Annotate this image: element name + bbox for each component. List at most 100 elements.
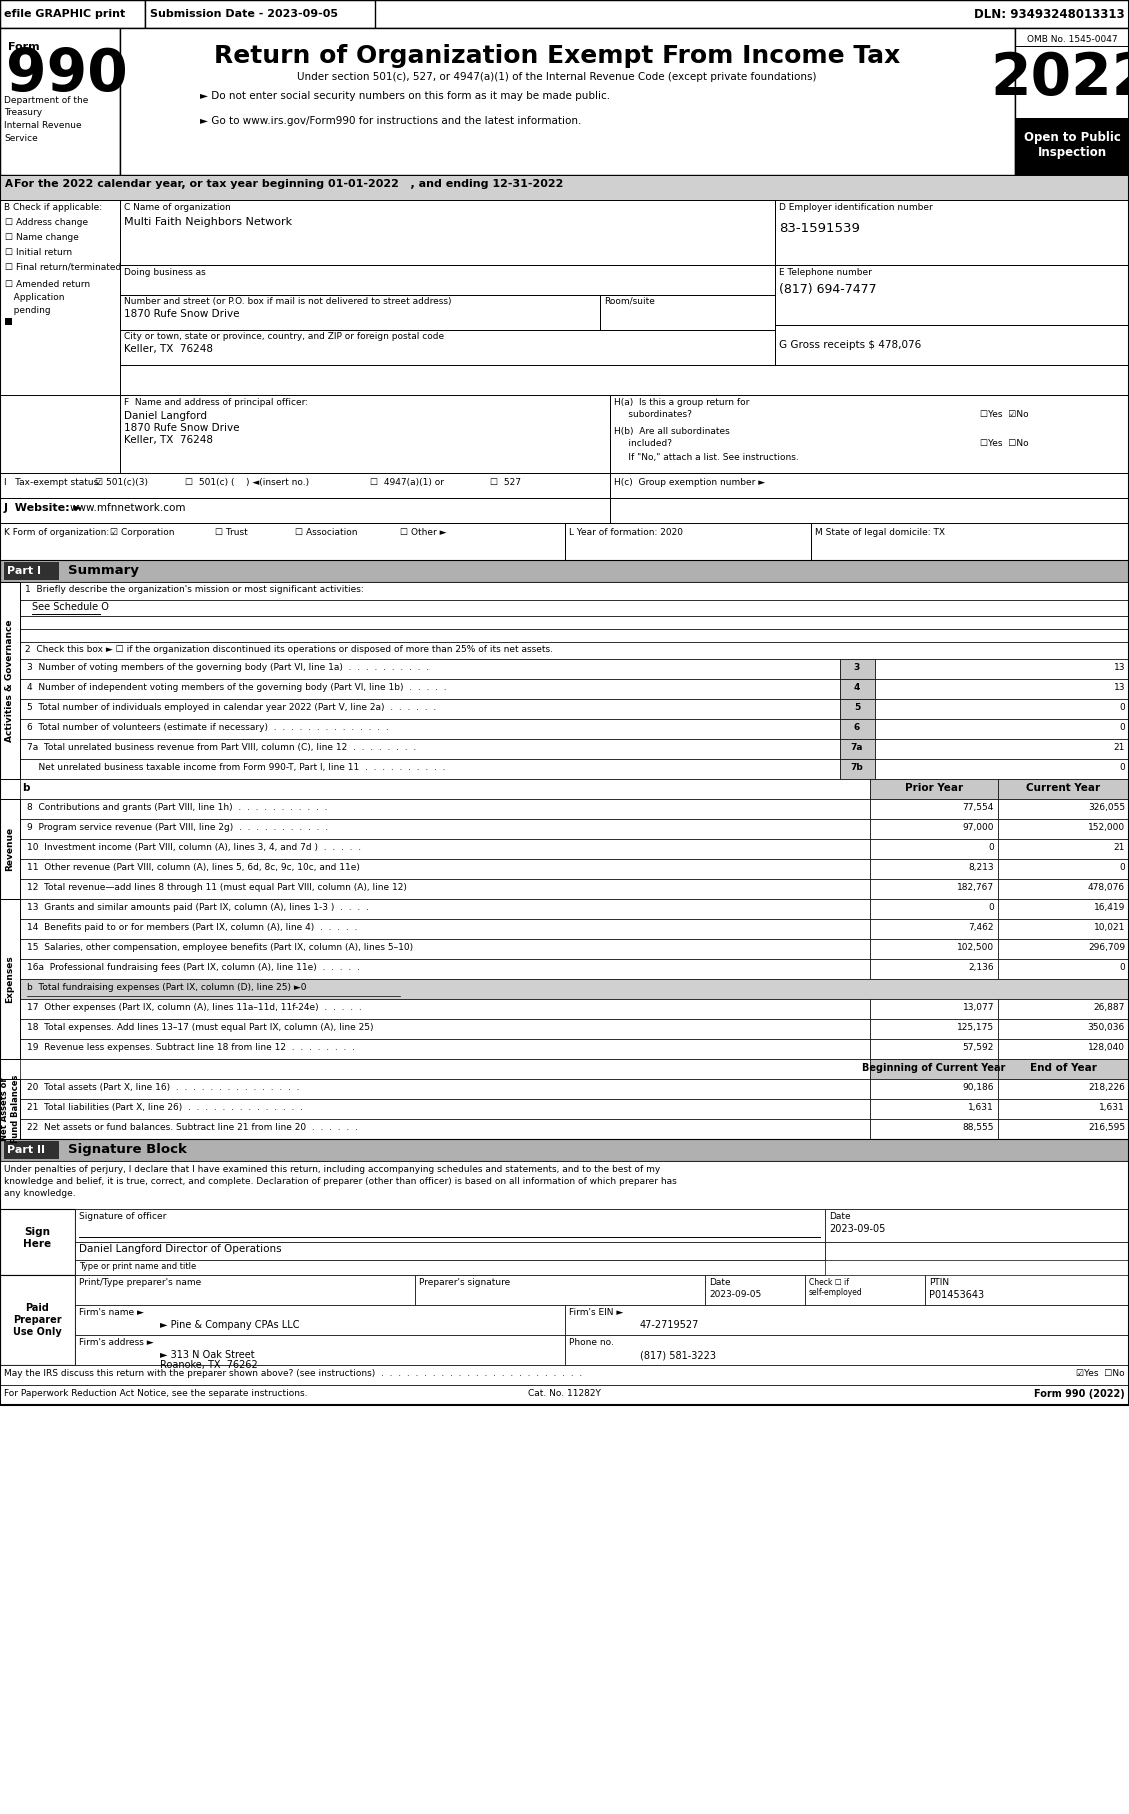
Bar (120, 27, 1015, 174)
Text: Keller, TX  76248: Keller, TX 76248 (124, 345, 213, 354)
Bar (870, 1039, 998, 1059)
Text: D Employer identification number: D Employer identification number (779, 203, 933, 212)
Text: Preparer's signature: Preparer's signature (419, 1279, 510, 1286)
Bar (774, 200, 1129, 265)
Text: DLN: 93493248013313: DLN: 93493248013313 (974, 7, 1124, 20)
Text: Submission Date - 2023-09-05: Submission Date - 2023-09-05 (150, 9, 338, 18)
Text: 0: 0 (1119, 963, 1124, 972)
Text: 1870 Rufe Snow Drive: 1870 Rufe Snow Drive (124, 423, 239, 434)
Text: ► Go to www.irs.gov/Form990 for instructions and the latest information.: ► Go to www.irs.gov/Form990 for instruct… (200, 116, 581, 125)
Text: ☐ Final return/terminated: ☐ Final return/terminated (5, 263, 121, 272)
Bar (0, 900, 20, 1059)
Text: 0: 0 (1119, 863, 1124, 873)
Text: C Name of organization: C Name of organization (124, 203, 230, 212)
Text: Check ☐ if
self-employed: Check ☐ if self-employed (809, 1279, 863, 1297)
Text: ☑Yes  ☐No: ☑Yes ☐No (1076, 1370, 1124, 1379)
Bar (75, 1275, 415, 1304)
Text: (817) 581-3223: (817) 581-3223 (640, 1350, 716, 1360)
Bar (998, 1119, 1129, 1139)
Text: Net Assets or
Fund Balances: Net Assets or Fund Balances (0, 1076, 19, 1143)
Text: 6  Total number of volunteers (estimate if necessary)  .  .  .  .  .  .  .  .  .: 6 Total number of volunteers (estimate i… (27, 724, 388, 733)
Text: Phone no.: Phone no. (569, 1339, 614, 1348)
Bar (875, 758, 1129, 778)
Text: 0: 0 (988, 903, 994, 912)
Bar (998, 1000, 1129, 1019)
Text: ☐ Initial return: ☐ Initial return (5, 249, 72, 258)
Text: included?: included? (614, 439, 672, 448)
Bar (564, 522, 811, 561)
Bar (998, 778, 1129, 798)
Text: 0: 0 (988, 844, 994, 853)
Bar (840, 678, 875, 698)
Text: 4: 4 (854, 684, 860, 691)
Text: 7a  Total unrelated business revenue from Part VIII, column (C), line 12  .  .  : 7a Total unrelated business revenue from… (27, 744, 417, 753)
Bar (5, 1141, 59, 1159)
Bar (774, 265, 1129, 325)
Bar (120, 330, 774, 365)
Bar (120, 265, 774, 296)
Text: ► 313 N Oak Street: ► 313 N Oak Street (160, 1350, 255, 1360)
Text: any knowledge.: any knowledge. (5, 1188, 76, 1197)
Text: E Telephone number: E Telephone number (779, 268, 872, 278)
Text: 102,500: 102,500 (957, 943, 994, 952)
Text: Expenses: Expenses (6, 956, 15, 1003)
Bar (20, 582, 1129, 600)
Text: ☐ Trust: ☐ Trust (215, 528, 247, 537)
Text: H(c)  Group exemption number ►: H(c) Group exemption number ► (614, 479, 765, 486)
Text: 2  Check this box ► ☐ if the organization discontinued its operations or dispose: 2 Check this box ► ☐ if the organization… (25, 646, 553, 655)
Bar (704, 1275, 805, 1304)
Text: Cat. No. 11282Y: Cat. No. 11282Y (527, 1390, 601, 1399)
Bar (20, 1019, 870, 1039)
Text: 97,000: 97,000 (963, 824, 994, 833)
Text: Return of Organization Exempt From Income Tax: Return of Organization Exempt From Incom… (213, 44, 900, 67)
Text: Room/suite: Room/suite (604, 297, 655, 307)
Text: 5  Total number of individuals employed in calendar year 2022 (Part V, line 2a) : 5 Total number of individuals employed i… (27, 704, 436, 713)
Text: 57,592: 57,592 (963, 1043, 994, 1052)
Text: 90,186: 90,186 (963, 1083, 994, 1092)
Bar (0, 473, 610, 499)
Text: 13: 13 (1113, 684, 1124, 691)
Bar (875, 658, 1129, 678)
Bar (145, 0, 375, 27)
Text: 2023-09-05: 2023-09-05 (709, 1290, 761, 1299)
Bar (20, 1079, 870, 1099)
Text: Multi Faith Neighbors Network: Multi Faith Neighbors Network (124, 218, 292, 227)
Bar (811, 522, 1129, 561)
Bar (20, 818, 870, 840)
Text: Date: Date (829, 1212, 850, 1221)
Text: P01453643: P01453643 (929, 1290, 984, 1301)
Bar (998, 1019, 1129, 1039)
Text: ☐ Name change: ☐ Name change (5, 232, 79, 241)
Text: 326,055: 326,055 (1088, 804, 1124, 813)
Text: 77,554: 77,554 (963, 804, 994, 813)
Bar (20, 1059, 870, 1079)
Text: ☑ 501(c)(3): ☑ 501(c)(3) (95, 479, 148, 486)
Bar (0, 1364, 1129, 1386)
Text: 18  Total expenses. Add lines 13–17 (must equal Part IX, column (A), line 25): 18 Total expenses. Add lines 13–17 (must… (27, 1023, 374, 1032)
Bar (0, 1208, 75, 1275)
Bar (0, 1161, 1129, 1208)
Bar (875, 678, 1129, 698)
Bar (120, 200, 774, 265)
Bar (825, 1208, 1129, 1243)
Text: Treasury: Treasury (5, 109, 42, 116)
Bar (998, 940, 1129, 960)
Text: (817) 694-7477: (817) 694-7477 (779, 283, 876, 296)
Bar (0, 174, 1129, 200)
Text: Daniel Langford Director of Operations: Daniel Langford Director of Operations (79, 1244, 281, 1253)
Bar (840, 758, 875, 778)
Bar (998, 1059, 1129, 1079)
Bar (875, 718, 1129, 738)
Bar (870, 798, 998, 818)
Bar (870, 960, 998, 980)
Text: Signature Block: Signature Block (68, 1143, 187, 1156)
Text: Signature of officer: Signature of officer (79, 1212, 166, 1221)
Text: 13: 13 (1113, 662, 1124, 671)
Bar (20, 1099, 870, 1119)
Text: Daniel Langford: Daniel Langford (124, 412, 207, 421)
Text: L Year of formation: 2020: L Year of formation: 2020 (569, 528, 683, 537)
Text: 17  Other expenses (Part IX, column (A), lines 11a–11d, 11f-24e)  .  .  .  .  .: 17 Other expenses (Part IX, column (A), … (27, 1003, 361, 1012)
Text: Beginning of Current Year: Beginning of Current Year (863, 1063, 1006, 1074)
Text: End of Year: End of Year (1030, 1063, 1096, 1074)
Text: J  Website: ►: J Website: ► (5, 502, 84, 513)
